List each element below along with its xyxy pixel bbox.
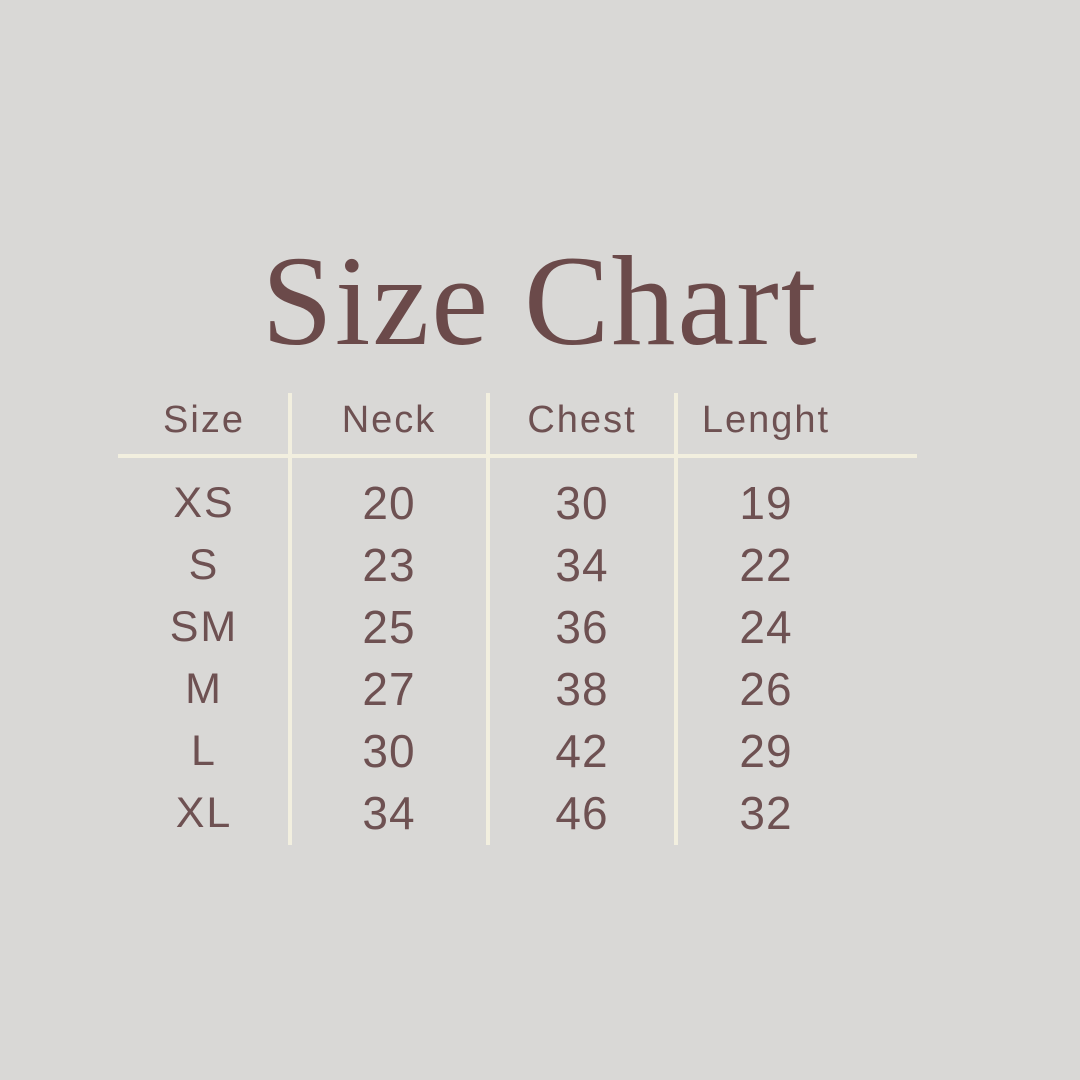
table-row-m: M 27 38 26 (118, 658, 856, 720)
cell-value: 20 (362, 477, 416, 529)
table-row-xs: XS 20 30 19 (118, 472, 856, 534)
cell-value: 19 (739, 477, 793, 529)
row-label: SM (169, 602, 239, 651)
column-divider-line-1 (288, 393, 292, 845)
cell-value: 27 (362, 663, 416, 715)
cell-value: 26 (739, 663, 793, 715)
table-row-xl: XL 34 46 32 (118, 782, 856, 844)
cell-value: 30 (555, 477, 609, 529)
row-label: XS (173, 478, 235, 527)
header-underline (118, 454, 917, 458)
column-header-chest: Chest (527, 399, 637, 441)
cell-value: 29 (739, 725, 793, 777)
cell-value: 38 (555, 663, 609, 715)
table-body: XS 20 30 19 S 23 34 22 SM 25 36 24 M 27 … (118, 456, 856, 844)
table-row-s: S 23 34 22 (118, 534, 856, 596)
table-header-row: Size Neck Chest Lenght (118, 385, 856, 456)
row-label: S (188, 540, 220, 589)
cell-value: 34 (555, 539, 609, 591)
cell-value: 24 (739, 601, 793, 653)
cell-value: 36 (555, 601, 609, 653)
column-header-length: Lenght (701, 399, 831, 441)
size-table: Size Neck Chest Lenght XS 20 30 19 S 23 … (118, 385, 856, 844)
cell-value: 42 (555, 725, 609, 777)
column-divider-line-3 (674, 393, 678, 845)
cell-value: 32 (739, 787, 793, 839)
column-header-size: Size (163, 399, 245, 441)
cell-value: 46 (555, 787, 609, 839)
table-row-l: L 30 42 29 (118, 720, 856, 782)
column-divider-line-2 (486, 393, 490, 845)
row-label: M (185, 664, 223, 713)
page-title: Size Chart (261, 229, 819, 372)
column-header-neck: Neck (341, 399, 437, 441)
row-label: XL (175, 788, 233, 837)
cell-value: 30 (362, 725, 416, 777)
row-label: L (191, 726, 217, 775)
cell-value: 34 (362, 787, 416, 839)
table-row-sm: SM 25 36 24 (118, 596, 856, 658)
cell-value: 22 (739, 539, 793, 591)
cell-value: 23 (362, 539, 416, 591)
cell-value: 25 (362, 601, 416, 653)
